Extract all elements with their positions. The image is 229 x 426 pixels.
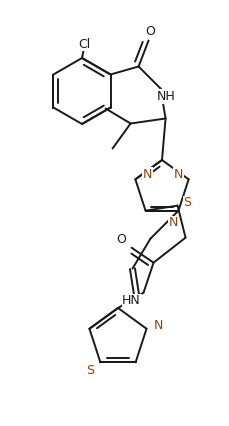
Text: O: O [117, 233, 126, 246]
Text: O: O [146, 25, 155, 38]
Text: N: N [143, 168, 152, 181]
Text: S: S [86, 364, 94, 377]
Text: N: N [174, 168, 183, 181]
Text: HN: HN [122, 294, 141, 307]
Text: S: S [183, 196, 191, 209]
Text: Cl: Cl [78, 37, 90, 51]
Text: N: N [154, 319, 163, 332]
Text: NH: NH [157, 90, 176, 103]
Text: N: N [169, 216, 178, 229]
